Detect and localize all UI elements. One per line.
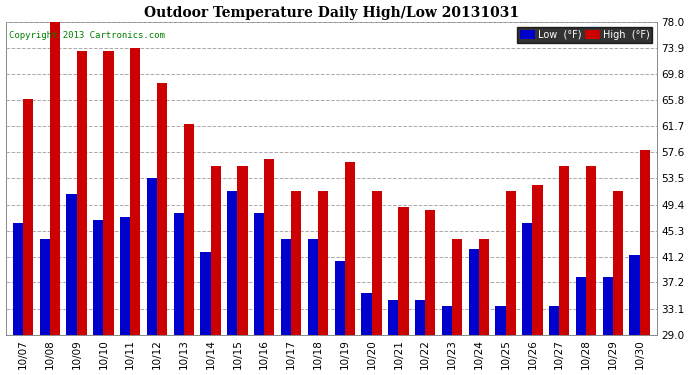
Bar [157,83,167,335]
Bar [318,191,328,335]
Bar [425,210,435,335]
Title: Outdoor Temperature Daily High/Low 20131031: Outdoor Temperature Daily High/Low 20131… [144,6,519,20]
Bar [506,191,515,335]
Bar [201,252,210,335]
Bar [345,162,355,335]
Bar [93,220,104,335]
Bar [549,306,559,335]
Bar [362,293,371,335]
Bar [174,213,184,335]
Bar [66,194,77,335]
Bar [602,277,613,335]
Bar [533,185,542,335]
Text: Copyright 2013 Cartronics.com: Copyright 2013 Cartronics.com [9,32,165,40]
Bar [613,191,623,335]
Bar [291,191,302,335]
Bar [254,213,264,335]
Bar [522,223,533,335]
Bar [39,239,50,335]
Bar [479,239,489,335]
Bar [371,191,382,335]
Bar [264,159,275,335]
Bar [495,306,506,335]
Bar [227,191,237,335]
Bar [237,166,248,335]
Bar [104,51,114,335]
Bar [13,223,23,335]
Bar [640,150,650,335]
Bar [452,239,462,335]
Bar [130,48,140,335]
Legend: Low  (°F), High  (°F): Low (°F), High (°F) [518,27,652,43]
Bar [586,166,596,335]
Bar [120,217,130,335]
Bar [147,178,157,335]
Bar [308,239,318,335]
Bar [184,124,194,335]
Bar [559,166,569,335]
Bar [281,239,291,335]
Bar [398,207,408,335]
Bar [415,300,425,335]
Bar [469,249,479,335]
Bar [77,51,87,335]
Bar [442,306,452,335]
Bar [23,99,33,335]
Bar [575,277,586,335]
Bar [629,255,640,335]
Bar [50,22,60,335]
Bar [388,300,398,335]
Bar [335,261,345,335]
Bar [210,166,221,335]
